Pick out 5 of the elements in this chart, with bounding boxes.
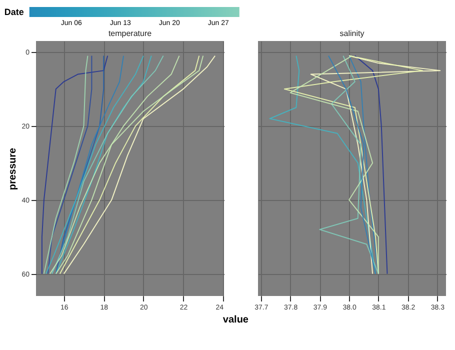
chart-title: salinity [340, 29, 364, 38]
chart-title: temperature [108, 29, 152, 38]
color-bar-title: Date [4, 7, 24, 17]
y-axis-title: pressure [8, 147, 19, 190]
x-axis-title: value [222, 314, 249, 326]
